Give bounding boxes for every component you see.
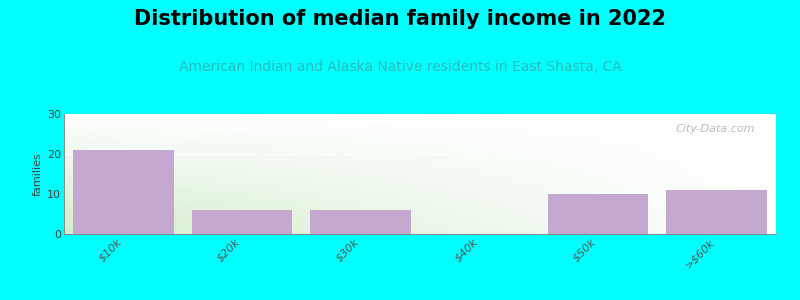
Y-axis label: families: families	[33, 152, 43, 196]
Text: City-Data.com: City-Data.com	[675, 124, 754, 134]
Bar	[310, 210, 411, 234]
Text: Distribution of median family income in 2022: Distribution of median family income in …	[134, 9, 666, 29]
Bar	[666, 190, 767, 234]
Text: American Indian and Alaska Native residents in East Shasta, CA: American Indian and Alaska Native reside…	[178, 60, 622, 74]
Bar	[191, 210, 293, 234]
Bar	[73, 150, 174, 234]
Bar	[547, 194, 649, 234]
